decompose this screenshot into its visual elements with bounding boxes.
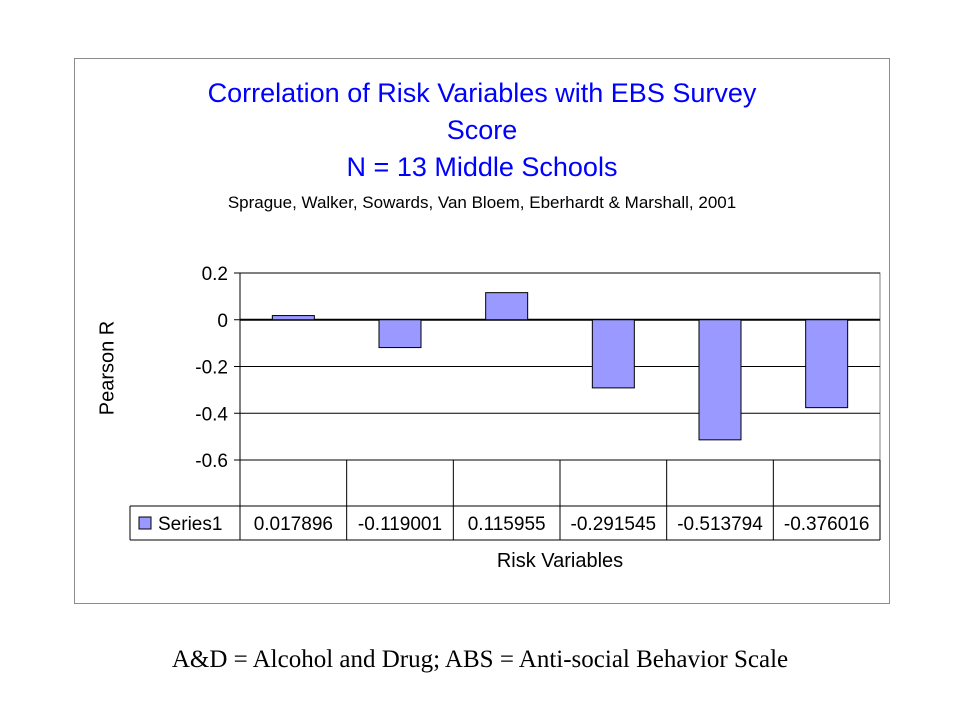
y-tick-label: -0.4 bbox=[195, 404, 228, 425]
y-tick-label: 0.2 bbox=[202, 264, 228, 285]
data-table-cell: -0.513794 bbox=[677, 514, 763, 535]
data-table-cell: -0.119001 bbox=[358, 514, 442, 535]
bar bbox=[698, 319, 742, 441]
data-table-cell: 0.115955 bbox=[468, 514, 546, 535]
chart-title-line-2: Score bbox=[446, 115, 518, 145]
legend-swatch bbox=[138, 516, 152, 530]
bar bbox=[805, 319, 849, 409]
y-tick-label: -0.2 bbox=[195, 358, 228, 379]
data-table-cell: -0.291545 bbox=[571, 514, 657, 535]
legend-series-name: Series1 bbox=[158, 514, 222, 535]
bar bbox=[591, 319, 635, 389]
footnote: A&D = Alcohol and Drug; ABS = Anti-socia… bbox=[171, 646, 789, 673]
x-axis-label: Risk Variables bbox=[496, 550, 624, 572]
y-tick-label: 0 bbox=[217, 311, 228, 332]
chart-subtitle: Sprague, Walker, Sowards, Van Bloem, Ebe… bbox=[227, 193, 737, 212]
chart-frame bbox=[74, 58, 890, 604]
bar bbox=[485, 292, 529, 321]
bar bbox=[271, 315, 315, 321]
y-tick-label: -0.6 bbox=[195, 451, 228, 472]
chart-title-line-3: N = 13 Middle Schools bbox=[346, 152, 618, 182]
data-table-cell: -0.376016 bbox=[784, 514, 870, 535]
chart-title-line-1: Correlation of Risk Variables with EBS S… bbox=[207, 78, 757, 108]
data-table-cell: 0.017896 bbox=[254, 514, 333, 535]
bar bbox=[378, 319, 422, 349]
